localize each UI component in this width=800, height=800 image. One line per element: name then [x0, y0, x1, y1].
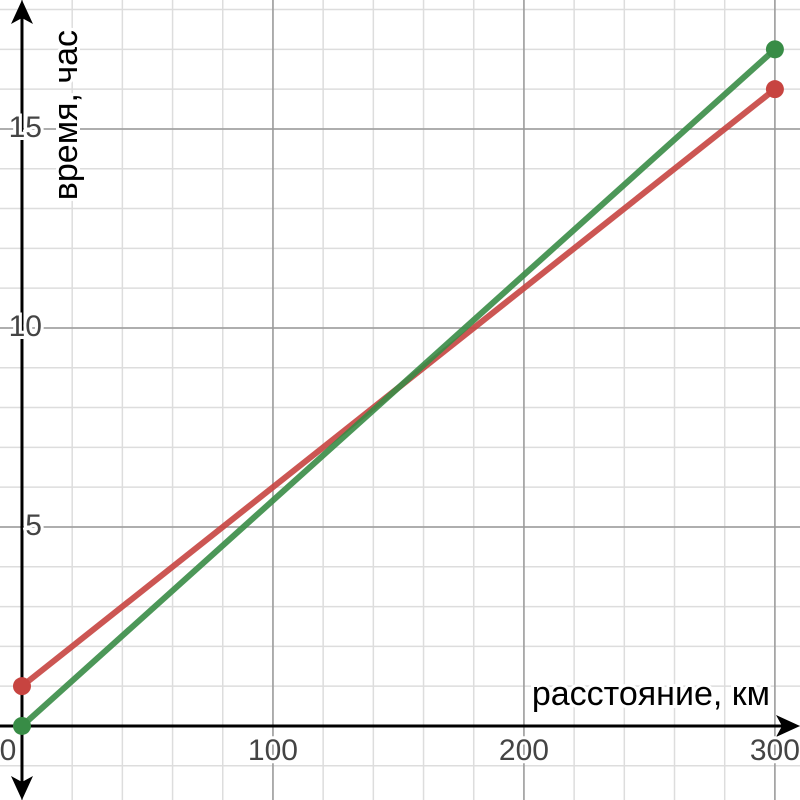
- x-tick-label: 200: [499, 734, 549, 767]
- series-point: [765, 40, 784, 59]
- series-point: [765, 80, 784, 99]
- labels: 0 100 200 300 5 10 15 расстояние, км время, час: [0, 27, 800, 770]
- x-axis-label: расстояние, км: [532, 675, 770, 713]
- x-tick-label: 300: [750, 734, 800, 767]
- y-axis-arrow: [10, 776, 33, 800]
- series-line: [19, 47, 777, 729]
- y-axis-label: время, час: [47, 30, 85, 200]
- series-point: [12, 677, 31, 696]
- y-tick-label: 10: [9, 310, 42, 343]
- series-point: [12, 716, 31, 735]
- marks: [12, 40, 784, 735]
- x-tick-label: 0: [0, 734, 16, 767]
- y-tick-label: 5: [25, 509, 42, 542]
- y-axis-arrow: [10, 0, 33, 24]
- x-tick-label: 100: [248, 734, 298, 767]
- y-tick-label: 15: [9, 111, 42, 144]
- x-axis-arrow: [776, 714, 800, 737]
